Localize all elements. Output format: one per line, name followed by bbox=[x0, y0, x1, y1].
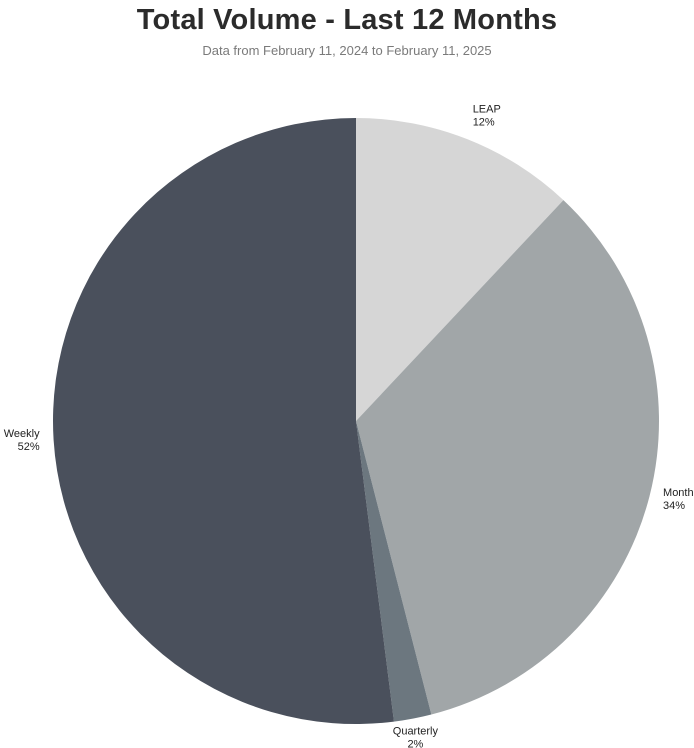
chart-subtitle: Data from February 11, 2024 to February … bbox=[202, 43, 492, 58]
chart-title: Total Volume - Last 12 Months bbox=[136, 4, 558, 36]
slice-label-monthly: Monthly bbox=[663, 487, 694, 499]
slice-label-weekly: Weekly bbox=[4, 428, 40, 440]
pie-slice-quarterly bbox=[356, 421, 432, 722]
pie-slice-leap bbox=[356, 118, 564, 421]
pie-slices bbox=[53, 118, 659, 724]
pie-slice-weekly bbox=[53, 118, 394, 724]
pie-slice-monthly bbox=[356, 200, 659, 715]
slice-value-leap: 12% bbox=[473, 116, 495, 128]
slice-label-quarterly: Quarterly bbox=[393, 725, 439, 737]
slice-value-quarterly: 2% bbox=[407, 738, 423, 748]
slice-label-leap: LEAP bbox=[473, 103, 501, 115]
slice-value-monthly: 34% bbox=[663, 500, 685, 512]
slice-value-weekly: 52% bbox=[18, 441, 40, 453]
